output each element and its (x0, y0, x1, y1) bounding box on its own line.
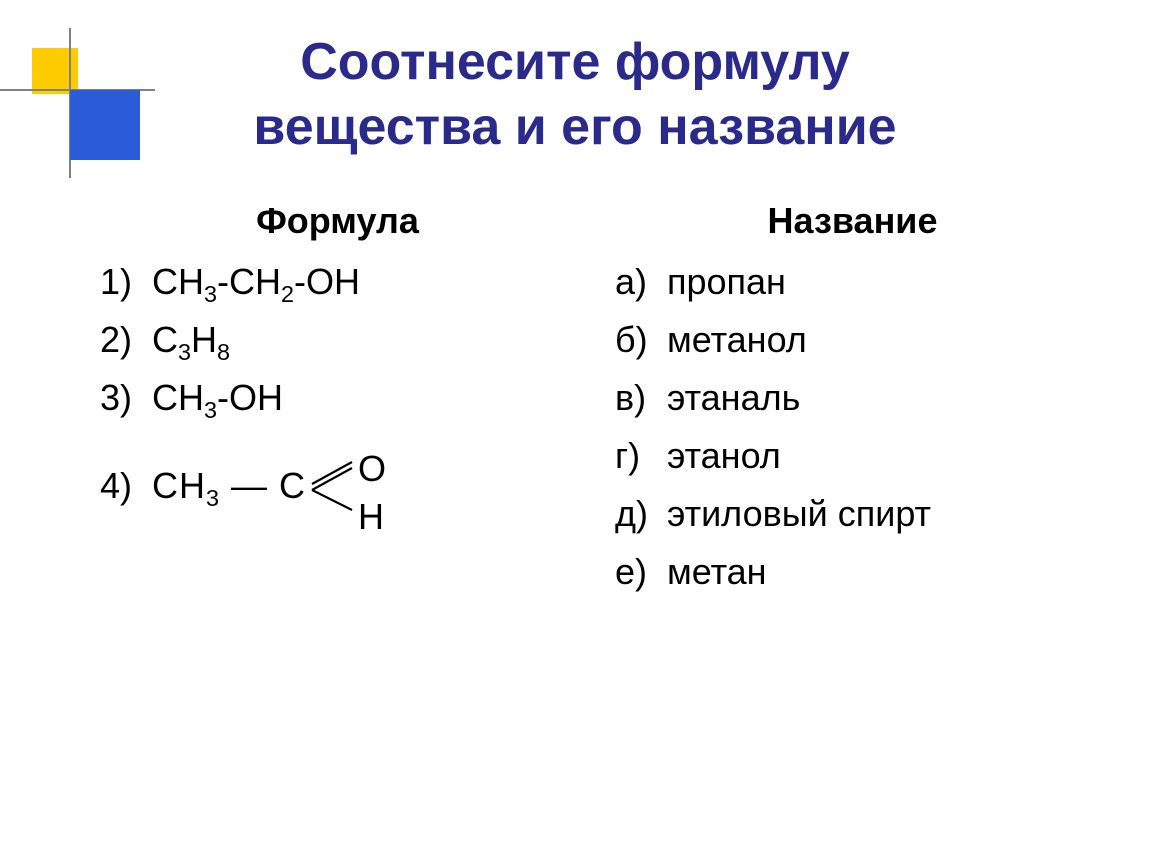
formula-item-3: 3) CH3-OH (100, 374, 575, 422)
name-text: этиловый спирт (667, 493, 931, 535)
formula-text: CH3-OH (152, 377, 283, 419)
hydrogen-atom: H (358, 496, 384, 538)
blue-square (70, 90, 140, 160)
name-text: метанол (667, 319, 807, 361)
formula-text: CH3-CH2-OH (152, 261, 360, 303)
corner-decoration (0, 28, 160, 188)
formula-text: C3H8 (152, 319, 230, 361)
name-item-e: е) метан (615, 548, 1090, 596)
marker: 3) (100, 377, 152, 419)
structural-formula: CH3 — C O H (152, 456, 372, 516)
name-item-g: г) этанол (615, 432, 1090, 480)
formula-heading: Формула (100, 200, 575, 242)
formula-column: Формула 1) CH3-CH2-OH 2) C3H8 3) CH3-OH … (100, 200, 575, 606)
name-text: этанол (667, 435, 781, 477)
marker: е) (615, 551, 667, 593)
content-area: Формула 1) CH3-CH2-OH 2) C3H8 3) CH3-OH … (0, 160, 1150, 606)
marker: 1) (100, 261, 152, 303)
marker: а) (615, 261, 667, 303)
name-list: а) пропан б) метанол в) этаналь г) этано… (615, 258, 1090, 596)
title-line-1: Соотнесите формулу (300, 33, 850, 91)
name-text: метан (667, 551, 767, 593)
formula-list: 1) CH3-CH2-OH 2) C3H8 3) CH3-OH 4) CH3 —… (100, 258, 575, 516)
name-item-a: а) пропан (615, 258, 1090, 306)
title-line-2: вещества и его название (253, 98, 896, 156)
marker: в) (615, 377, 667, 419)
structure-base: CH3 — C (152, 465, 306, 507)
name-text: пропан (667, 261, 786, 303)
structure-branch: O H (308, 456, 372, 516)
marker: б) (615, 319, 667, 361)
slide-title: Соотнесите формулу вещества и его назван… (0, 0, 1150, 160)
marker: г) (615, 435, 667, 477)
formula-item-1: 1) CH3-CH2-OH (100, 258, 575, 306)
name-item-d: д) этиловый спирт (615, 490, 1090, 538)
oxygen-atom: O (358, 448, 386, 490)
name-item-v: в) этаналь (615, 374, 1090, 422)
marker: д) (615, 493, 667, 535)
name-text: этаналь (667, 377, 800, 419)
formula-item-4: 4) CH3 — C O H (100, 456, 575, 516)
name-item-b: б) метанол (615, 316, 1090, 364)
marker: 4) (100, 465, 152, 507)
marker: 2) (100, 319, 152, 361)
name-column: Название а) пропан б) метанол в) этаналь… (615, 200, 1090, 606)
formula-item-2: 2) C3H8 (100, 316, 575, 364)
name-heading: Название (615, 200, 1090, 242)
yellow-square (32, 48, 78, 94)
